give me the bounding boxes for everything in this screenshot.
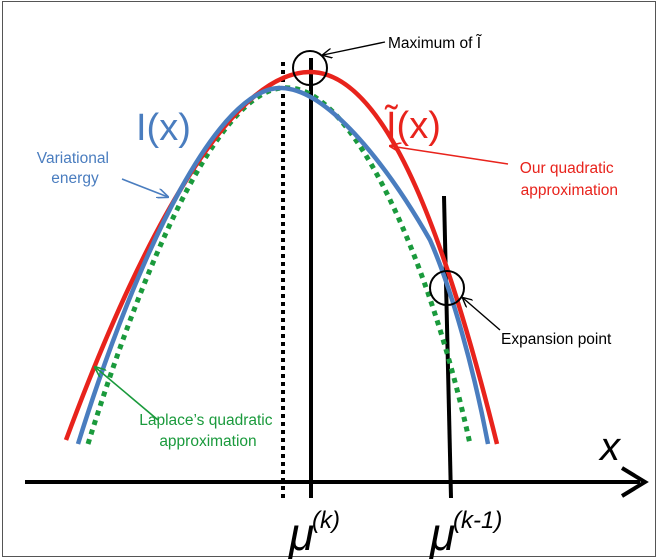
x-axis-label: x (598, 425, 622, 469)
variational-arrow (121, 178, 168, 197)
variational-energy-label: Variational energy (37, 150, 113, 187)
variational-energy-line-2: energy (51, 170, 99, 187)
x-axis-arrowhead (620, 466, 649, 498)
mu-k-minus-1-superscript: (k-1) (453, 507, 502, 534)
laplace-line-2: approximation (159, 433, 256, 450)
expansion-point-label: Expansion point (501, 331, 612, 348)
expansion-point-circle (429, 270, 465, 306)
maximum-marker-circle (292, 50, 328, 86)
maximum-label: Maximum of Ĩ (388, 35, 482, 52)
laplace-label: Laplace’s quadratic approximation (139, 412, 277, 450)
variational-energy-curve (75, 85, 491, 445)
our-approx-line-2: approximation (521, 182, 618, 199)
mu-k-minus-1-symbol: μ (429, 508, 455, 559)
mu-k-minus-1-line (442, 195, 453, 499)
i-label: I(x) (136, 107, 191, 149)
our-approx-arrow (390, 146, 509, 165)
mu-k-label: μ (k) (288, 507, 340, 559)
mu-k-minus-1-label: μ (k-1) (429, 507, 502, 559)
laplace-arrow (95, 367, 159, 421)
i-tilde-label: Ĩ(x) (384, 104, 441, 147)
laplace-line-1: Laplace’s quadratic (139, 412, 273, 429)
variational-energy-line-1: Variational (37, 150, 109, 167)
expansion-arrow (463, 298, 501, 331)
our-approx-line-1: Our quadratic (520, 160, 614, 177)
our-approx-label: Our quadratic approximation (520, 160, 618, 199)
mu-k-symbol: μ (288, 508, 314, 559)
maximum-arrow (323, 41, 386, 55)
mu-k-superscript: (k) (312, 507, 340, 534)
